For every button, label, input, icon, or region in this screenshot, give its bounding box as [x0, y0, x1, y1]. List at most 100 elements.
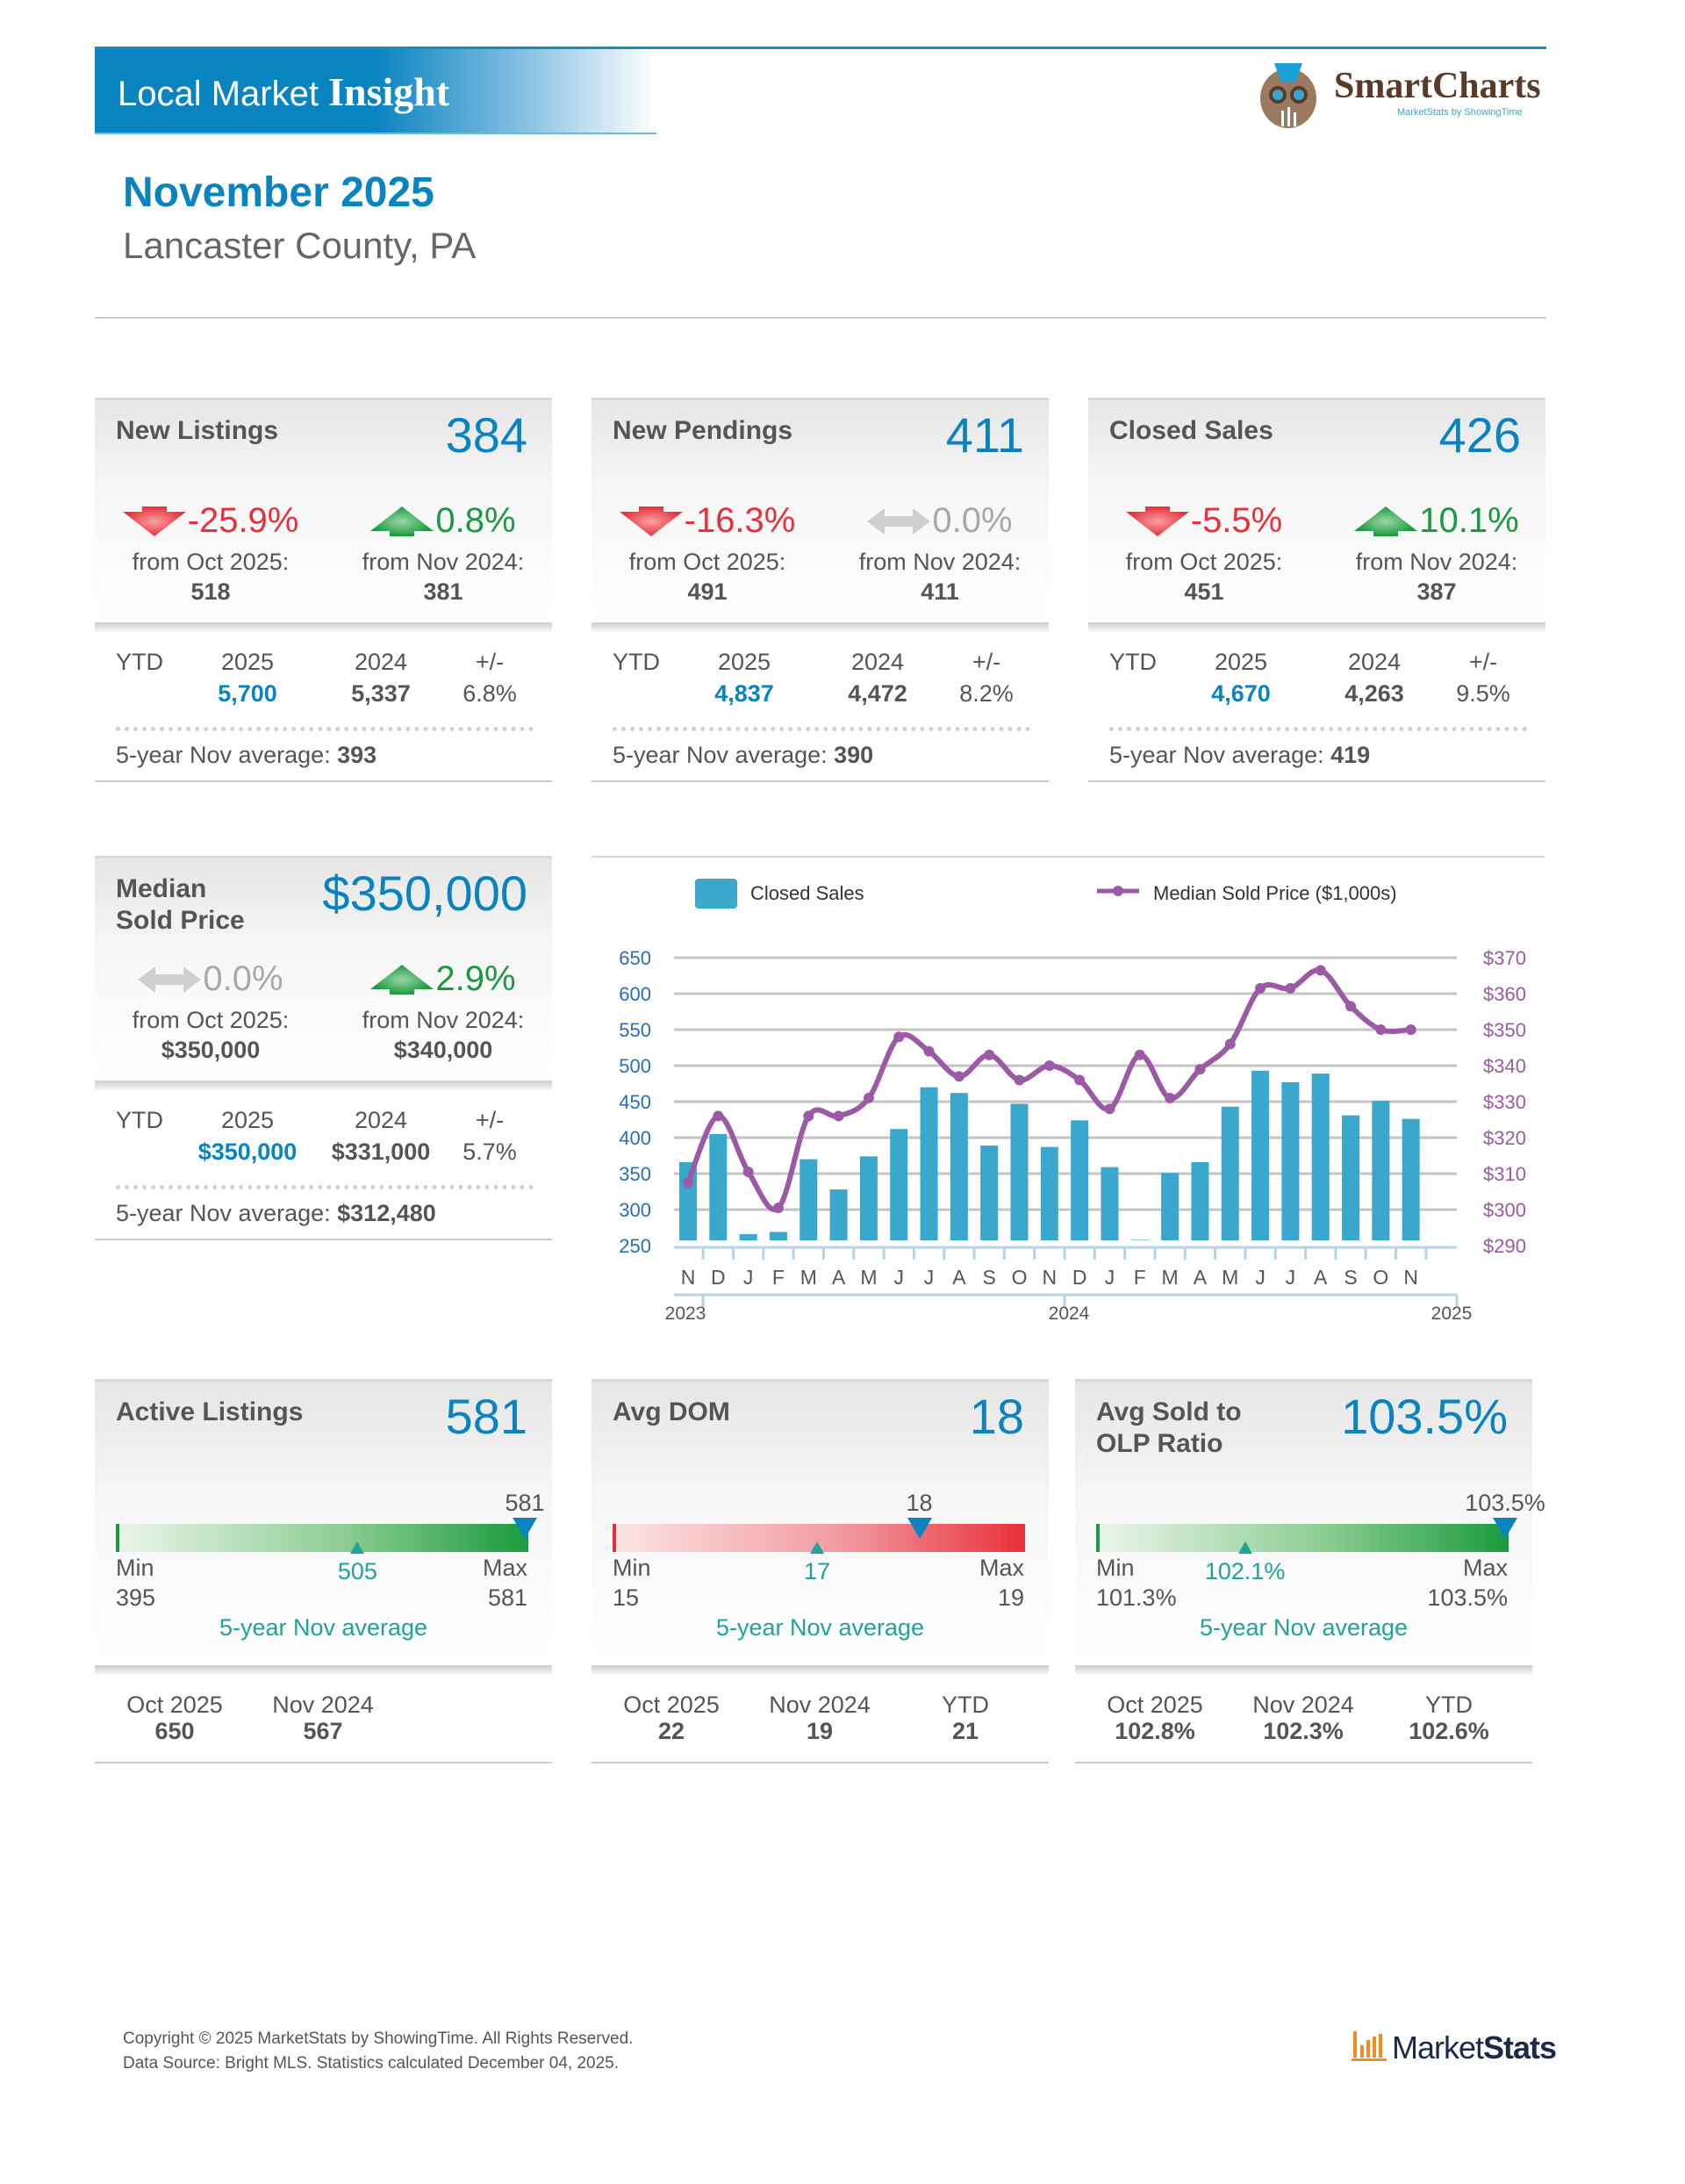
month-tick-label: J — [893, 1266, 904, 1289]
card-title: Avg DOM — [613, 1397, 730, 1426]
ytd-label: YTD — [116, 1107, 163, 1133]
median-price-point — [1345, 1001, 1357, 1012]
ytd-change: 5.7% — [462, 1139, 517, 1165]
card-separator — [592, 622, 1049, 633]
dotted-divider — [116, 727, 534, 731]
closed-sales-bar — [769, 1232, 787, 1240]
gauge-max-label: Max — [482, 1555, 527, 1581]
median-price-point — [1074, 1074, 1086, 1086]
card-title: Closed Sales — [1109, 416, 1273, 445]
gauge-max-value: 103.5% — [1427, 1584, 1508, 1611]
closed-sales-price-chart: 250 $290 300 $300 350 $310 400 $320 450 $330 500 $3… — [592, 856, 1545, 1324]
median-price-point — [803, 1110, 814, 1122]
card-bottom-rule — [95, 1762, 552, 1764]
card-value: $350,000 — [322, 866, 527, 921]
card-separator — [95, 1081, 552, 1091]
arrow-up-icon — [1354, 506, 1419, 536]
month-tick-label: O — [1373, 1266, 1388, 1289]
report-month: November 2025 — [123, 169, 434, 216]
closed-sales-bar — [1342, 1115, 1360, 1240]
header-banner: Local Market Insight — [95, 49, 656, 134]
arrow-up-icon — [370, 506, 435, 536]
compare-label: Nov 2024 — [1252, 1692, 1354, 1718]
median-price-point — [984, 1049, 995, 1060]
month-tick-label: F — [1134, 1266, 1146, 1289]
five-year-average: 5-year Nov average: 390 — [613, 742, 873, 769]
gauge-current-label: 18 — [906, 1490, 933, 1516]
median-price-point — [923, 1045, 935, 1057]
card-bottom-rule — [95, 1239, 552, 1240]
five-year-average: 5-year Nov average: $312,480 — [116, 1200, 436, 1227]
month-tick-label: S — [1344, 1266, 1357, 1289]
gauge-average-value: 505 — [337, 1558, 377, 1584]
month-tick-label: N — [681, 1266, 696, 1289]
card-separator — [95, 622, 552, 633]
ytd-year-current: 2025 — [220, 1107, 275, 1133]
marketstats-logo: MarketStats — [1352, 2030, 1557, 2075]
compare-value: 21 — [951, 1718, 979, 1744]
change-label: from Oct 2025: — [132, 549, 290, 575]
change-indicator: 0.8% — [329, 501, 557, 541]
gauge-min-value: 15 — [613, 1584, 640, 1611]
gauge-card: Active Listings 581 581 505 Min 395 Max 581 5-ye… — [95, 1379, 552, 1765]
median-price-point — [893, 1031, 905, 1043]
compare-label: YTD — [942, 1692, 989, 1718]
header-title-light: Local Market — [118, 75, 319, 113]
card-title: Active Listings — [116, 1397, 304, 1426]
month-tick-label: A — [1194, 1266, 1208, 1289]
header-title: Local Market Insight — [118, 68, 449, 115]
left-axis-tick: 650 — [619, 947, 651, 969]
ytd-label: YTD — [1109, 649, 1157, 675]
ytd-change-label: +/- — [972, 649, 1001, 675]
month-tick-label: A — [952, 1266, 966, 1289]
compare-value: 19 — [806, 1718, 834, 1744]
closed-sales-bar — [1221, 1106, 1239, 1240]
change-indicator: -5.5% — [1090, 501, 1318, 541]
closed-sales-bar — [920, 1087, 938, 1240]
ytd-change-label: +/- — [1468, 649, 1498, 675]
median-price-point — [833, 1110, 844, 1122]
change-label: from Oct 2025: — [628, 549, 786, 575]
ytd-year-prior: 2024 — [850, 649, 905, 675]
gauge-current-label: 581 — [505, 1490, 545, 1516]
change-percent: -25.9% — [187, 501, 299, 540]
ytd-year-current: 2025 — [220, 649, 275, 675]
copyright-text: Copyright © 2025 MarketStats by ShowingT… — [123, 2030, 634, 2048]
gauge-max-value: 19 — [997, 1584, 1024, 1611]
left-axis-tick: 450 — [619, 1091, 651, 1113]
gauge-average-label: 5-year Nov average — [219, 1614, 428, 1641]
left-axis-tick: 300 — [619, 1199, 651, 1221]
median-price-point — [1255, 982, 1266, 994]
closed-sales-bar — [1372, 1101, 1390, 1240]
month-tick-label: D — [711, 1266, 726, 1289]
compare-label: Oct 2025 — [1107, 1692, 1203, 1718]
year-label: 2025 — [1431, 1304, 1473, 1323]
average-marker-icon — [1237, 1541, 1252, 1554]
ytd-year-prior: 2024 — [354, 1107, 408, 1133]
report-location: Lancaster County, PA — [123, 225, 477, 266]
closed-sales-bar — [1130, 1239, 1149, 1240]
right-axis-tick: $320 — [1483, 1127, 1526, 1149]
card-title: Median Sold Price — [116, 874, 245, 935]
card-bottom-rule — [1088, 780, 1545, 782]
card-separator — [1075, 1665, 1532, 1676]
five-year-average-value: 393 — [337, 742, 377, 768]
median-price-point — [683, 1177, 693, 1189]
median-price-point — [1315, 965, 1326, 976]
card-title: New Pendings — [613, 416, 793, 445]
right-axis-tick: $370 — [1483, 947, 1526, 969]
change-indicator: 0.0% — [826, 501, 1054, 541]
left-axis-tick: 350 — [619, 1163, 651, 1185]
card-separator — [95, 1665, 552, 1676]
change-base-value: $350,000 — [161, 1037, 261, 1063]
legend-closed-sales: Closed Sales — [750, 882, 864, 904]
month-tick-label: J — [743, 1266, 754, 1289]
left-axis-tick: 500 — [619, 1055, 651, 1077]
compare-value: 567 — [303, 1718, 343, 1744]
change-base-value: 381 — [423, 578, 463, 605]
ytd-value-current: 5,700 — [218, 680, 277, 707]
gauge-max-label: Max — [1462, 1555, 1508, 1581]
closed-sales-bar — [890, 1129, 908, 1240]
gauge-min-value: 395 — [116, 1584, 156, 1611]
median-price-point — [1104, 1103, 1115, 1115]
